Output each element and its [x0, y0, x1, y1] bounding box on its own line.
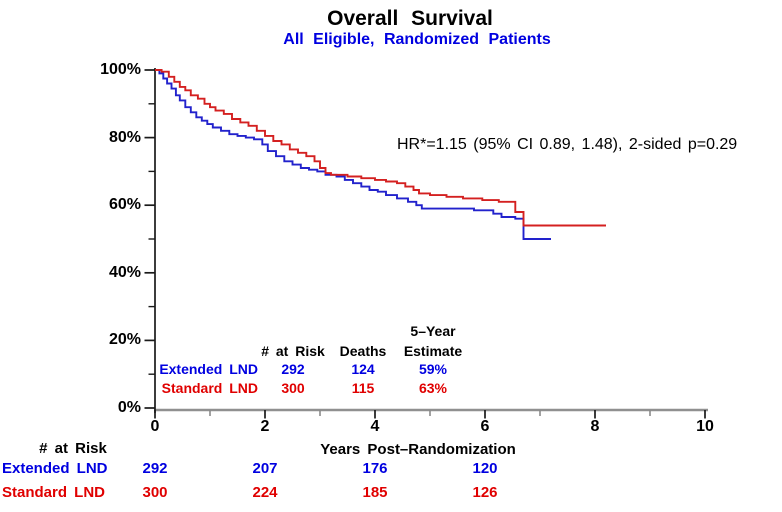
y-tick-label-0: 0%	[117, 399, 141, 416]
x-tick-label-4: 4	[370, 418, 380, 435]
risk-standard-y2: 224	[252, 484, 278, 501]
risk-row-standard-label: Standard LND	[2, 484, 106, 501]
summary-row-extended-label: Extended LND	[159, 361, 258, 377]
x-tick-label-0: 0	[150, 418, 160, 435]
summary-row-standard-at-risk: 300	[281, 380, 305, 396]
x-tick-label-10: 10	[696, 418, 714, 435]
summary-header-deaths: Deaths	[339, 343, 387, 359]
standard-lnd-curve	[155, 69, 606, 227]
summary-row-extended-at-risk: 292	[281, 361, 305, 377]
x-minor-ticks	[209, 410, 651, 416]
y-tick-label-80: 80%	[108, 129, 141, 146]
hazard-ratio-annotation: HR*=1.15 (95% CI 0.89, 1.48), 2-sided p=…	[397, 136, 738, 153]
x-axis-title: Years Post–Randomization	[320, 441, 516, 458]
risk-standard-y4: 185	[362, 484, 388, 501]
risk-extended-y6: 120	[472, 460, 498, 477]
page-title: Overall Survival	[327, 7, 493, 30]
y-major-ticks	[144, 69, 155, 409]
summary-header-at-risk: # at Risk	[261, 343, 325, 359]
y-tick-label-40: 40%	[108, 264, 141, 281]
y-tick-label-20: 20%	[108, 331, 141, 348]
summary-row-standard-deaths: 115	[351, 380, 375, 396]
summary-row-standard-estimate: 63%	[418, 380, 448, 396]
extended-lnd-curve	[155, 69, 551, 240]
x-tick-label-6: 6	[480, 418, 490, 435]
risk-standard-y6: 126	[472, 484, 498, 501]
x-tick-label-8: 8	[590, 418, 600, 435]
y-tick-label-100: 100%	[100, 61, 141, 78]
risk-standard-y0: 300	[142, 484, 168, 501]
summary-header-estimate: Estimate	[403, 343, 463, 359]
summary-row-extended-deaths: 124	[351, 361, 375, 377]
risk-extended-y4: 176	[362, 460, 388, 477]
x-major-ticks	[154, 410, 706, 419]
page-subtitle: All Eligible, Randomized Patients	[283, 31, 551, 48]
y-tick-label-60: 60%	[108, 196, 141, 213]
summary-row-standard-label: Standard LND	[161, 380, 258, 396]
risk-table-title: # at Risk	[39, 440, 107, 457]
risk-row-extended-label: Extended LND	[2, 460, 108, 477]
summary-header-5year: 5–Year	[410, 323, 456, 339]
y-minor-ticks	[148, 103, 155, 375]
summary-row-extended-estimate: 59%	[418, 361, 448, 377]
risk-extended-y2: 207	[252, 460, 278, 477]
risk-extended-y0: 292	[142, 460, 168, 477]
x-tick-label-2: 2	[260, 418, 270, 435]
